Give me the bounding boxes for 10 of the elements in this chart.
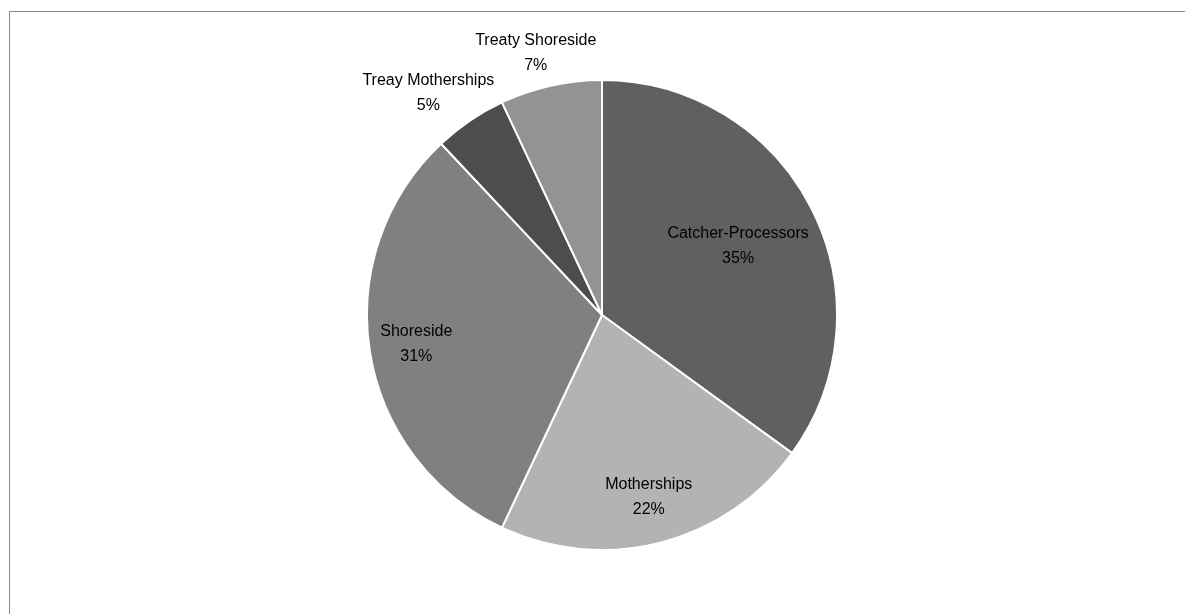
- slice-label: Treay Motherships: [362, 71, 495, 89]
- slice-label: Catcher-Processors: [667, 223, 809, 241]
- data-label: 5%: [416, 96, 440, 114]
- data-label: 22%: [632, 500, 665, 517]
- data-label: 35%: [722, 248, 755, 266]
- data-label: 31%: [400, 347, 433, 365]
- data-label: 7%: [524, 56, 548, 74]
- slice-label: Shoreside: [380, 322, 453, 340]
- slice-label: Motherships: [605, 475, 693, 492]
- slice-label: Treaty Shoreside: [475, 31, 597, 49]
